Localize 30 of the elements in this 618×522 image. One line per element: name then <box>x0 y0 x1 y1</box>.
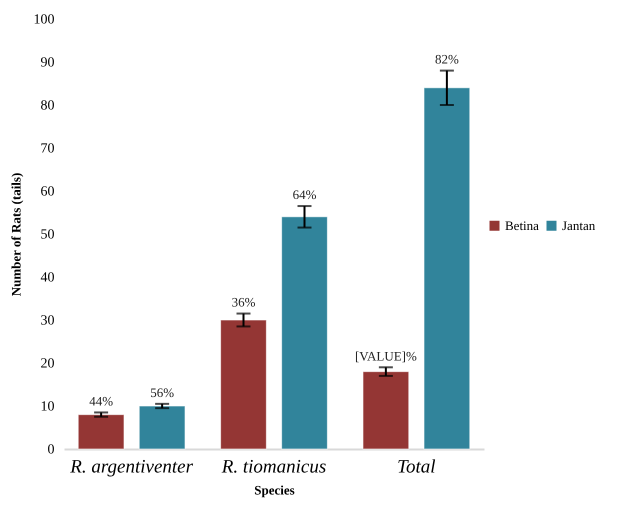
legend-label: Betina <box>505 218 540 233</box>
annotation: 44% <box>89 393 114 408</box>
annotation: [VALUE]% <box>354 348 417 364</box>
y-tick-label: 0 <box>48 442 54 458</box>
x-tick-label: R. argentiventer <box>69 456 194 478</box>
y-tick-label: 50 <box>40 228 54 242</box>
y-tick-label: 70 <box>40 142 54 156</box>
x-axis-title: Species <box>254 482 295 498</box>
y-axis-title: Number of Rats (tails) <box>8 172 24 296</box>
x-tick-label: R. tiomanicus <box>220 456 326 478</box>
annotation: 64% <box>292 187 317 202</box>
legend-label: Jantan <box>562 218 596 233</box>
bar <box>424 87 470 450</box>
annotation: 36% <box>232 294 256 310</box>
annotation: 56% <box>150 384 174 400</box>
y-tick-label: 60 <box>40 184 54 200</box>
bar <box>362 371 410 450</box>
bar <box>281 216 328 450</box>
y-tick-label: 90 <box>40 56 54 70</box>
bar <box>138 406 186 450</box>
y-tick-label: 20 <box>40 356 54 372</box>
y-tick-label: 100 <box>34 12 54 28</box>
bar <box>220 320 267 450</box>
y-tick-label: 80 <box>40 98 54 114</box>
y-tick-label: 40 <box>40 270 54 286</box>
y-tick-label: 30 <box>40 314 54 328</box>
x-tick-label: Total <box>397 456 436 478</box>
y-tick-label: 10 <box>40 400 54 414</box>
bar <box>78 414 124 450</box>
annotation: 82% <box>434 52 459 67</box>
